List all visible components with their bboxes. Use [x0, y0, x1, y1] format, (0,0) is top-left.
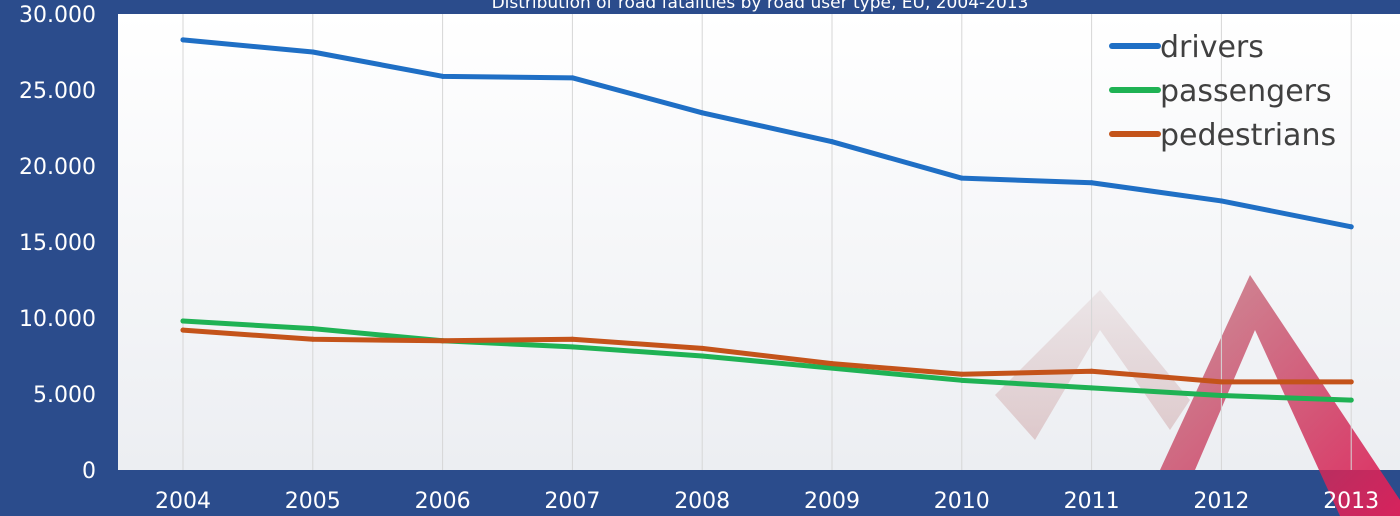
data-point-drivers — [180, 37, 186, 43]
y-tick-label: 10.000 — [19, 307, 96, 332]
data-point-pedestrians — [1218, 379, 1224, 385]
x-tick-label: 2004 — [155, 489, 211, 514]
decorative-ribbon — [1160, 275, 1400, 516]
data-point-passengers — [959, 377, 965, 383]
x-tick-label: 2008 — [674, 489, 730, 514]
data-point-drivers — [440, 73, 446, 79]
y-tick-label: 0 — [82, 459, 96, 484]
series-line-drivers — [180, 37, 1354, 230]
data-point-pedestrians — [1348, 379, 1354, 385]
data-point-drivers — [699, 110, 705, 116]
x-tick-label: 2013 — [1323, 489, 1379, 514]
data-point-drivers — [1218, 198, 1224, 204]
data-point-pedestrians — [829, 361, 835, 367]
data-point-drivers — [829, 139, 835, 145]
data-point-passengers — [310, 326, 316, 332]
decorative-ribbon-faint — [995, 290, 1190, 440]
series-line-passengers — [180, 318, 1354, 403]
data-point-pedestrians — [440, 338, 446, 344]
data-point-passengers — [180, 318, 186, 324]
data-point-drivers — [1089, 180, 1095, 186]
x-tick-label: 2009 — [804, 489, 860, 514]
data-point-pedestrians — [310, 336, 316, 342]
data-point-passengers — [1348, 397, 1354, 403]
data-point-passengers — [829, 365, 835, 371]
data-point-pedestrians — [1089, 368, 1095, 374]
data-point-passengers — [1089, 385, 1095, 391]
data-point-drivers — [310, 49, 316, 55]
x-tick-label: 2010 — [934, 489, 990, 514]
data-point-pedestrians — [180, 327, 186, 333]
chart-title: Distribution of road fatalities by road … — [492, 0, 1029, 13]
y-tick-label: 15.000 — [19, 231, 96, 256]
data-point-drivers — [959, 175, 965, 181]
data-point-passengers — [1218, 393, 1224, 399]
legend: drivers passengers pedestrians — [1109, 30, 1336, 153]
legend-label-passengers: passengers — [1160, 74, 1332, 109]
y-tick-label: 30.000 — [19, 3, 96, 28]
data-point-pedestrians — [699, 345, 705, 351]
x-tick-label: 2011 — [1064, 489, 1120, 514]
x-tick-label: 2007 — [544, 489, 600, 514]
legend-label-drivers: drivers — [1160, 30, 1264, 65]
x-tick-label: 2006 — [415, 489, 471, 514]
data-point-drivers — [569, 75, 575, 81]
x-tick-label: 2012 — [1193, 489, 1249, 514]
y-tick-label: 25.000 — [19, 79, 96, 104]
data-point-passengers — [699, 353, 705, 359]
data-point-pedestrians — [569, 336, 575, 342]
y-tick-label: 20.000 — [19, 155, 96, 180]
data-point-passengers — [569, 344, 575, 350]
data-point-drivers — [1348, 224, 1354, 230]
x-tick-label: 2005 — [285, 489, 341, 514]
y-tick-label: 5.000 — [33, 383, 96, 408]
legend-label-pedestrians: pedestrians — [1160, 118, 1336, 153]
series-line-pedestrians — [180, 327, 1354, 385]
data-point-pedestrians — [959, 371, 965, 377]
